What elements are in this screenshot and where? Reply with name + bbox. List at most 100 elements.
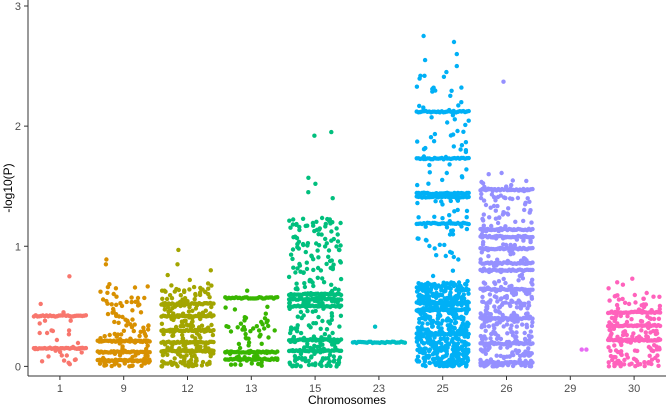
data-point: [530, 341, 535, 346]
data-point: [629, 317, 634, 322]
data-point: [517, 273, 522, 279]
y-tick-label: 2: [15, 121, 21, 133]
data-point: [503, 280, 508, 286]
data-point: [428, 135, 434, 140]
data-point: [501, 210, 506, 215]
data-point: [619, 352, 624, 358]
data-point: [622, 357, 627, 363]
data-point: [139, 363, 144, 368]
data-point: [294, 329, 300, 334]
data-point: [492, 304, 497, 309]
data-point: [145, 327, 151, 332]
data-point: [187, 287, 192, 292]
data-point: [438, 285, 444, 290]
data-point: [182, 318, 187, 324]
data-point: [529, 220, 534, 225]
data-point: [641, 296, 646, 301]
data-point: [117, 363, 122, 368]
data-point: [329, 288, 335, 294]
data-point: [466, 300, 471, 305]
data-point: [147, 339, 152, 344]
data-point: [39, 359, 45, 364]
data-point: [209, 304, 214, 310]
data-point: [329, 238, 334, 243]
data-point: [145, 343, 150, 348]
data-point: [326, 254, 331, 259]
data-point: [430, 89, 435, 94]
data-point: [427, 162, 432, 168]
data-point: [607, 320, 612, 325]
data-point: [178, 324, 183, 329]
data-point: [338, 260, 343, 265]
data-point: [210, 332, 216, 338]
chromosome-13-points: [223, 288, 280, 368]
data-point: [327, 321, 333, 326]
x-tick-label: 30: [628, 383, 640, 395]
data-point: [607, 298, 612, 303]
data-point: [331, 354, 336, 359]
data-point: [332, 358, 337, 363]
data-point: [530, 245, 535, 251]
data-point: [526, 350, 532, 355]
data-point: [421, 147, 427, 152]
data-point: [121, 328, 127, 333]
x-axis-ticks: 1 9 12 13 15 23 25 26 29 30: [57, 376, 640, 395]
chromosome-25-points: [414, 33, 471, 369]
data-points: [31, 33, 663, 369]
data-point: [265, 304, 270, 309]
data-point: [311, 257, 316, 262]
data-point: [246, 340, 252, 345]
data-point: [463, 282, 468, 287]
x-tick-label: 29: [564, 383, 576, 395]
data-point: [448, 358, 454, 363]
data-point: [461, 129, 466, 134]
x-axis-title: Chromosomes: [308, 393, 386, 407]
data-point: [620, 296, 625, 302]
data-point: [530, 267, 535, 273]
data-point: [609, 331, 614, 336]
data-point: [455, 294, 461, 299]
data-point: [480, 348, 486, 354]
data-point: [521, 218, 526, 224]
data-point: [112, 319, 117, 325]
data-point: [464, 167, 469, 172]
data-point: [335, 232, 340, 237]
data-point: [242, 318, 247, 323]
data-point: [427, 170, 432, 175]
data-point: [509, 298, 514, 303]
data-point: [336, 287, 341, 292]
data-point: [133, 353, 138, 358]
data-point: [172, 356, 177, 361]
data-point: [59, 353, 64, 358]
data-point: [111, 306, 116, 312]
y-axis-ticks: 0 1 2 3: [15, 1, 28, 373]
data-point: [657, 347, 662, 352]
data-point: [205, 281, 211, 286]
data-point: [187, 277, 192, 283]
data-point: [245, 288, 250, 293]
data-point: [639, 319, 645, 324]
data-point: [417, 292, 422, 297]
data-point: [609, 315, 615, 321]
data-point: [420, 321, 425, 326]
data-point: [293, 286, 298, 291]
data-point: [446, 342, 452, 347]
data-point: [238, 321, 244, 326]
data-point: [449, 304, 454, 309]
data-point: [54, 337, 60, 343]
data-point: [275, 295, 280, 300]
data-point: [523, 200, 528, 205]
data-point: [463, 149, 469, 155]
data-point: [444, 69, 449, 75]
data-point: [451, 341, 457, 346]
data-point: [306, 362, 312, 368]
data-point: [515, 195, 521, 201]
data-point: [512, 242, 517, 248]
data-point: [465, 278, 470, 284]
data-point: [178, 353, 183, 358]
data-point: [105, 290, 110, 295]
data-point: [331, 342, 337, 347]
data-point: [318, 268, 324, 273]
x-tick-label: 15: [309, 383, 321, 395]
data-point: [463, 122, 468, 128]
